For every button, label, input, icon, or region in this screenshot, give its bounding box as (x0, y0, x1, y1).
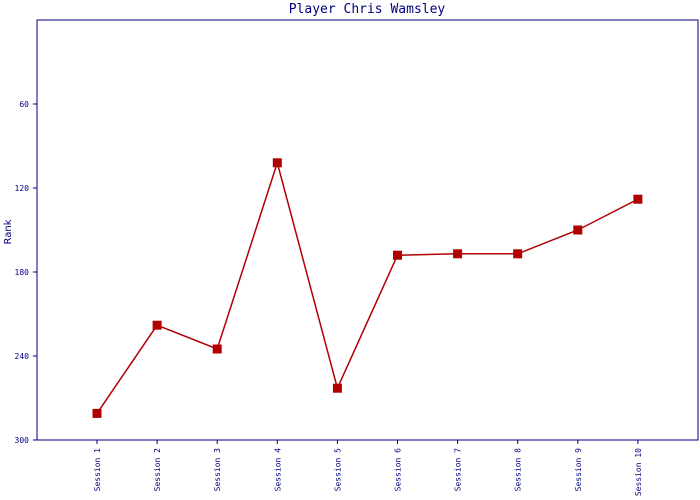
x-tick-label: Session 4 (273, 448, 282, 492)
x-tick-label: Session 6 (394, 448, 403, 492)
y-tick-label: 180 (15, 268, 30, 277)
x-tick-label: Session 5 (333, 448, 342, 492)
point (212, 344, 222, 354)
y-tick-label: 60 (19, 100, 29, 109)
y-tick-label: 240 (15, 352, 30, 361)
point (453, 249, 463, 259)
x-tick-label: Session 1 (93, 448, 102, 492)
chart-title: Player Chris Wamsley (289, 2, 446, 17)
point (393, 250, 402, 260)
x-tick-label: Session 2 (153, 448, 162, 492)
point (272, 158, 282, 168)
line (96, 160, 639, 414)
y-tick-label: 300 (15, 436, 30, 445)
point (633, 194, 643, 204)
point (513, 249, 523, 259)
x-tick-label: Session 7 (454, 448, 463, 492)
point (152, 320, 162, 330)
x-tick-label: Session 3 (213, 448, 222, 492)
point (92, 408, 102, 418)
point (573, 225, 583, 235)
x-tick-label: Session 8 (514, 448, 523, 492)
x-tick-label: Session 9 (574, 448, 583, 492)
y-axis-label: Rank (3, 219, 14, 244)
y-tick-label: 120 (15, 184, 30, 193)
point (332, 383, 342, 393)
x-tick-label: Session 10 (634, 448, 643, 496)
plot-frame (36, 19, 699, 441)
